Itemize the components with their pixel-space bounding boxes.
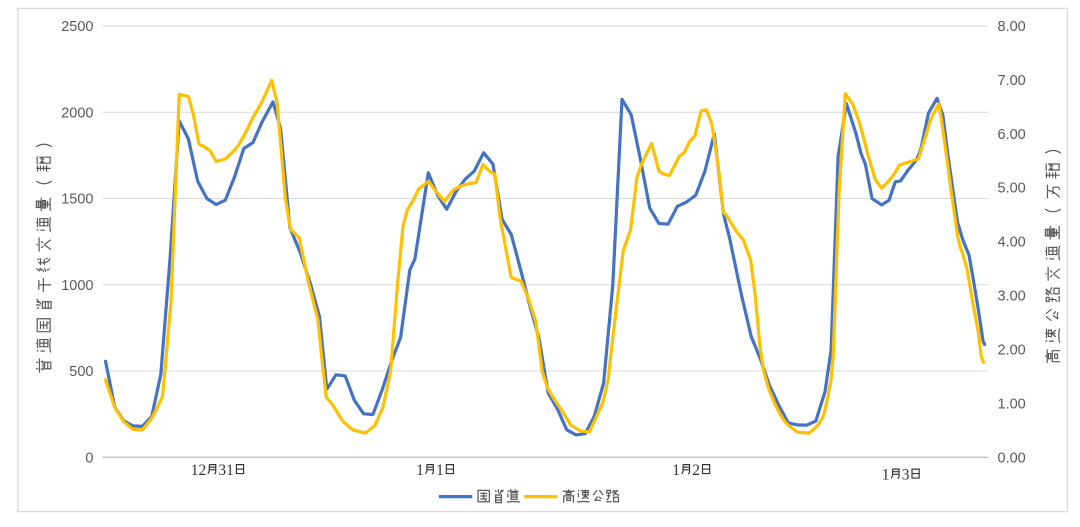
svg-text:1: 1: [882, 467, 890, 484]
svg-text:1.00: 1.00: [998, 396, 1026, 412]
svg-text:1500: 1500: [61, 192, 93, 208]
svg-text:1000: 1000: [61, 278, 93, 294]
svg-text:2500: 2500: [61, 19, 93, 35]
svg-text:3: 3: [902, 467, 910, 484]
svg-text:12: 12: [191, 462, 207, 479]
svg-text:2.00: 2.00: [998, 343, 1026, 359]
svg-text:2: 2: [692, 462, 700, 479]
svg-text:31: 31: [218, 462, 234, 479]
svg-text:0.00: 0.00: [998, 450, 1026, 466]
svg-text:7.00: 7.00: [998, 73, 1026, 89]
svg-text:1: 1: [436, 462, 444, 479]
svg-text:5.00: 5.00: [998, 181, 1026, 197]
svg-text:4.00: 4.00: [998, 235, 1026, 251]
svg-text:3.00: 3.00: [998, 289, 1026, 305]
svg-text:500: 500: [69, 364, 93, 380]
svg-text:1: 1: [416, 462, 424, 479]
svg-text:8.00: 8.00: [998, 19, 1026, 35]
svg-text:0: 0: [85, 450, 93, 466]
svg-text:1: 1: [672, 462, 680, 479]
svg-text:6.00: 6.00: [998, 127, 1026, 143]
svg-text:2000: 2000: [61, 105, 93, 121]
